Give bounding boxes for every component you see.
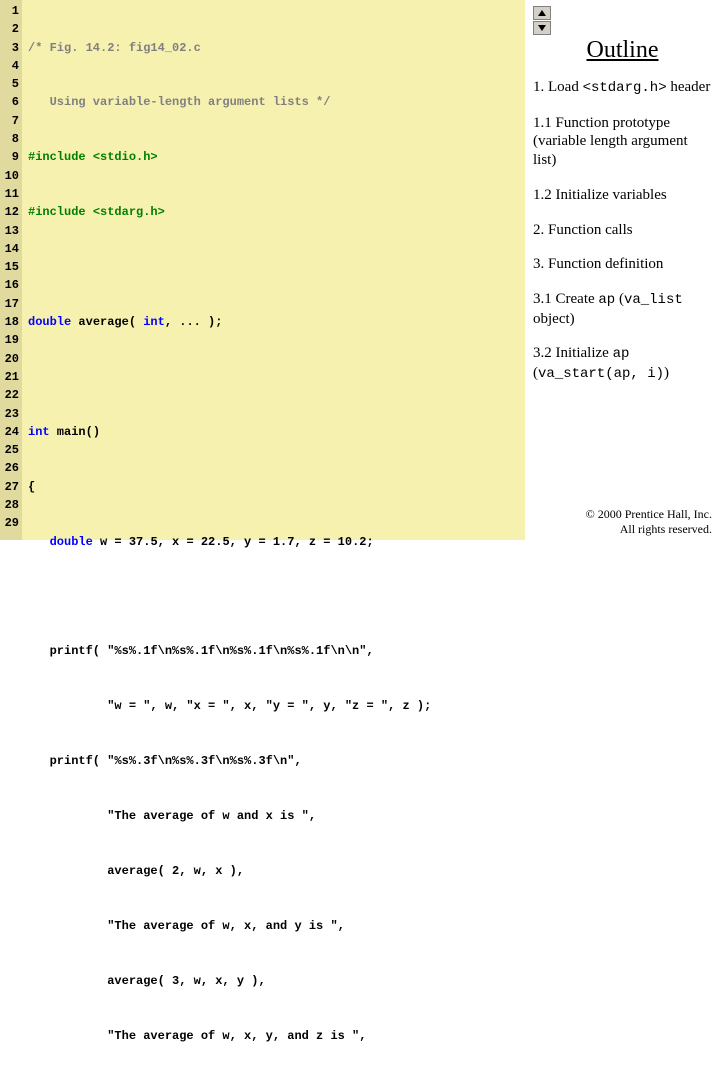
code-line: "w = ", w, "x = ", x, "y = ", y, "z = ",… — [28, 697, 525, 715]
code-line: average( 3, w, x, y ), — [28, 972, 525, 990]
line-number: 12 — [0, 203, 19, 221]
outline-item: 1. Load <stdarg.h> header — [533, 78, 712, 98]
code-line: { — [28, 478, 525, 496]
line-number: 26 — [0, 459, 19, 477]
code-line — [28, 368, 525, 386]
line-number: 7 — [0, 112, 19, 130]
outline-nav — [533, 6, 712, 35]
line-number: 4 — [0, 57, 19, 75]
outline-items: 1. Load <stdarg.h> header 1.1 Function p… — [533, 78, 712, 399]
line-number: 13 — [0, 222, 19, 240]
code-line: /* Fig. 14.2: fig14_02.c — [28, 41, 201, 55]
nav-up-button[interactable] — [533, 6, 551, 20]
outline-title: Outline — [533, 37, 712, 64]
line-number: 6 — [0, 93, 19, 111]
line-number: 9 — [0, 148, 19, 166]
line-number: 5 — [0, 75, 19, 93]
line-number: 22 — [0, 386, 19, 404]
line-number: 8 — [0, 130, 19, 148]
outline-item: 3.1 Create ap (va_list object) — [533, 290, 712, 328]
line-number: 18 — [0, 313, 19, 331]
line-number: 1 — [0, 2, 19, 20]
line-number: 2 — [0, 20, 19, 38]
code-line: #include — [28, 205, 93, 219]
line-number-gutter: 1234567891011121314151617181920212223242… — [0, 0, 22, 540]
line-number: 27 — [0, 478, 19, 496]
line-number: 21 — [0, 368, 19, 386]
copyright: © 2000 Prentice Hall, Inc. All rights re… — [533, 507, 712, 536]
line-number: 3 — [0, 39, 19, 57]
line-number: 23 — [0, 405, 19, 423]
line-number: 15 — [0, 258, 19, 276]
line-number: 10 — [0, 167, 19, 185]
code-content: /* Fig. 14.2: fig14_02.c Using variable-… — [22, 0, 525, 540]
code-line: "The average of w, x, y, and z is ", — [28, 1027, 525, 1045]
code-line: printf( "%s%.1f\n%s%.1f\n%s%.1f\n%s%.1f\… — [28, 642, 525, 660]
chevron-up-icon — [538, 10, 546, 16]
line-number: 25 — [0, 441, 19, 459]
outline-item: 2. Function calls — [533, 221, 712, 240]
line-number: 29 — [0, 514, 19, 532]
line-number: 28 — [0, 496, 19, 514]
code-line — [28, 588, 525, 606]
code-line: "The average of w and x is ", — [28, 807, 525, 825]
line-number: 17 — [0, 295, 19, 313]
outline-item: 3. Function definition — [533, 255, 712, 274]
line-number: 14 — [0, 240, 19, 258]
outline-item: 1.1 Function prototype (variable length … — [533, 114, 712, 170]
code-pane: 1234567891011121314151617181920212223242… — [0, 0, 525, 540]
line-number: 19 — [0, 331, 19, 349]
line-number: 16 — [0, 276, 19, 294]
line-number: 24 — [0, 423, 19, 441]
copyright-line: © 2000 Prentice Hall, Inc. — [533, 507, 712, 521]
nav-down-button[interactable] — [533, 21, 551, 35]
line-number: 11 — [0, 185, 19, 203]
code-line: #include — [28, 150, 93, 164]
code-line: printf( "%s%.3f\n%s%.3f\n%s%.3f\n", — [28, 752, 525, 770]
copyright-line: All rights reserved. — [533, 522, 712, 536]
code-line: average( 2, w, x ), — [28, 862, 525, 880]
code-line: Using variable-length argument lists */ — [28, 95, 330, 109]
code-line: "The average of w, x, and y is ", — [28, 917, 525, 935]
code-line — [28, 258, 525, 276]
outline-item: 3.2 Initialize ap (va_start(ap, i)) — [533, 344, 712, 383]
line-number: 20 — [0, 350, 19, 368]
outline-item: 1.2 Initialize variables — [533, 186, 712, 205]
outline-pane: Outline 1. Load <stdarg.h> header 1.1 Fu… — [525, 0, 720, 540]
chevron-down-icon — [538, 25, 546, 31]
